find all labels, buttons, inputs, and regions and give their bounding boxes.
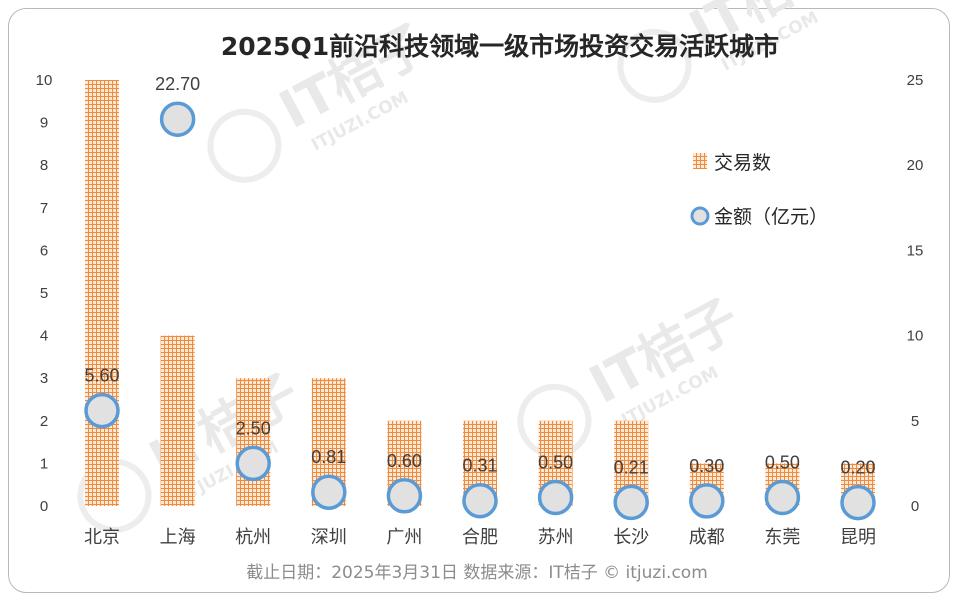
- amount-data-label: 0.60: [387, 451, 422, 471]
- amount-data-label: 0.20: [840, 458, 875, 478]
- amount-marker: [764, 479, 801, 516]
- category-label: 长沙: [613, 527, 649, 548]
- y-left-tick-label: 6: [40, 242, 48, 259]
- amount-data-label: 2.50: [236, 418, 271, 438]
- bar: [236, 378, 271, 506]
- scatter-series: 5.60 22.70 2.50 0.81 0.60 0.31 0.50 0.21 0.30 0.5…: [84, 74, 876, 521]
- amount-data-label: 0.50: [765, 452, 800, 472]
- category-label: 广州: [386, 527, 422, 548]
- amount-marker: [159, 101, 196, 137]
- amount-data-label: 0.30: [689, 456, 724, 476]
- category-label: 成都: [689, 527, 725, 548]
- legend-marker-swatch: [690, 206, 710, 226]
- y-right-tick-label: 0: [911, 498, 919, 515]
- amount-marker: [84, 392, 120, 429]
- legend-marker-label: 金额（亿元）: [714, 206, 828, 228]
- y-axis-right: 0 5 10 15 20 25: [907, 72, 924, 515]
- y-left-tick-label: 9: [40, 115, 48, 132]
- category-label: 杭州: [235, 527, 271, 548]
- chart-title: 2025Q1前沿科技领域一级市场投资交易活跃城市: [221, 32, 779, 61]
- amount-marker: [311, 474, 347, 510]
- y-left-tick-label: 3: [40, 370, 48, 387]
- y-left-tick-label: 4: [40, 328, 48, 345]
- y-left-tick-label: 1: [40, 455, 48, 472]
- y-right-tick-label: 10: [907, 328, 924, 345]
- y-left-tick-label: 10: [36, 72, 53, 89]
- amount-data-label: 0.81: [311, 447, 346, 467]
- y-left-tick-label: 0: [40, 498, 48, 515]
- category-label: 合肥: [462, 527, 498, 548]
- category-label: 上海: [160, 527, 196, 548]
- bar: [85, 80, 119, 506]
- y-left-tick-label: 8: [40, 157, 48, 174]
- amount-marker: [537, 479, 574, 516]
- y-right-tick-label: 5: [911, 413, 919, 430]
- footer-source: 截止日期：2025年3月31日 数据来源：IT桔子 © itjuzi.com: [246, 563, 708, 583]
- amount-marker: [386, 478, 423, 514]
- legend-bar-label: 交易数: [714, 152, 771, 174]
- legend: 交易数 金额（亿元）: [690, 152, 828, 228]
- amount-marker: [689, 483, 725, 519]
- y-axis-left: 0 1 2 3 4 5 6 7 8 9 10: [36, 72, 53, 515]
- y-right-tick-label: 25: [907, 72, 924, 89]
- y-left-tick-label: 2: [40, 413, 48, 430]
- category-label: 东莞: [764, 527, 800, 548]
- amount-marker: [840, 484, 876, 521]
- category-label: 深圳: [311, 527, 347, 548]
- bar: [160, 335, 195, 506]
- amount-data-label: 0.31: [462, 456, 497, 476]
- y-right-tick-label: 20: [907, 157, 924, 174]
- category-label: 昆明: [840, 527, 876, 548]
- legend-bar-swatch: [693, 153, 707, 169]
- y-left-tick-label: 5: [40, 285, 48, 302]
- amount-marker: [235, 445, 271, 482]
- amount-data-label: 5.60: [84, 366, 119, 386]
- amount-data-label: 22.70: [155, 74, 200, 94]
- category-label: 苏州: [538, 527, 574, 548]
- y-right-tick-label: 15: [907, 242, 924, 259]
- category-label: 北京: [84, 527, 120, 548]
- x-axis-categories: 北京 上海 杭州 深圳 广州 合肥 苏州 长沙 成都 东莞 昆明: [84, 527, 876, 548]
- amount-data-label: 0.21: [614, 457, 649, 477]
- amount-marker: [613, 484, 649, 521]
- amount-data-label: 0.50: [538, 452, 573, 472]
- y-left-tick-label: 7: [40, 200, 48, 217]
- amount-marker: [462, 482, 498, 519]
